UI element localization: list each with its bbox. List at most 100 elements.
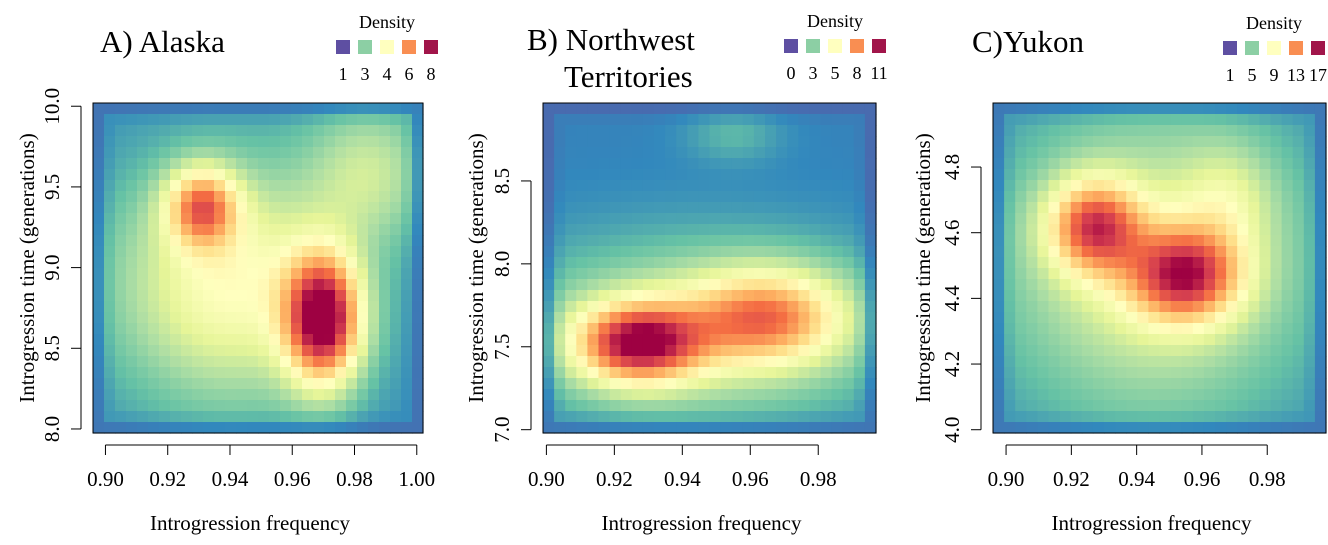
heatmap-cell [1226, 400, 1238, 412]
heatmap-cell [631, 125, 644, 137]
heatmap-cell [1059, 422, 1072, 434]
heatmap-cell [1314, 125, 1327, 137]
heatmap-cell [412, 213, 424, 225]
heatmap-cell [1303, 268, 1316, 280]
heatmap-cell [1104, 290, 1116, 302]
heatmap-cell [302, 301, 314, 313]
heatmap-cell [1292, 367, 1305, 379]
heatmap-cell [324, 114, 336, 126]
heatmap-cell [698, 268, 711, 280]
heatmap-cell [291, 378, 303, 390]
heatmap-cell [1159, 411, 1172, 423]
legend-label: 5 [1248, 65, 1257, 85]
heatmap-cell [742, 389, 755, 401]
heatmap-cell [346, 125, 358, 137]
heatmap-cell [401, 279, 413, 291]
heatmap-cell [258, 279, 270, 291]
heatmap-cell [1215, 169, 1227, 181]
heatmap-cell [565, 356, 577, 368]
heatmap-cell [620, 301, 633, 313]
heatmap-cell [698, 257, 711, 269]
heatmap-cell [1081, 213, 1094, 225]
heatmap-cell [247, 125, 259, 137]
heatmap-cell [698, 114, 711, 126]
heatmap-cell [1104, 378, 1116, 390]
heatmap-cell [1115, 279, 1127, 291]
heatmap-cell [765, 334, 777, 346]
heatmap-cell [765, 400, 777, 412]
heatmap-cell [1115, 367, 1127, 379]
heatmap-cell [1170, 367, 1183, 379]
x-tick-label: 0.98 [336, 467, 373, 491]
heatmap-cell [609, 169, 622, 181]
heatmap-cell [324, 356, 336, 368]
heatmap-cell [280, 246, 292, 258]
heatmap-cell [357, 180, 369, 192]
heatmap-cell [676, 125, 688, 137]
heatmap-cell [1159, 235, 1172, 247]
heatmap-cell [1170, 323, 1183, 335]
heatmap-cell [1292, 356, 1305, 368]
heatmap-cell [203, 389, 215, 401]
heatmap-cell [225, 213, 237, 225]
heatmap-cell [642, 367, 655, 379]
heatmap-cell [247, 367, 259, 379]
heatmap-cell [765, 147, 777, 159]
heatmap-cell [1303, 290, 1316, 302]
heatmap-cell [798, 389, 810, 401]
heatmap-cell [554, 224, 566, 236]
heatmap-cell [1215, 312, 1227, 324]
heatmap-cell [1192, 367, 1205, 379]
heatmap-cell [753, 191, 766, 203]
heatmap-cell [126, 125, 138, 137]
heatmap-cell [1181, 213, 1194, 225]
heatmap-cell [335, 279, 347, 291]
heatmap-cell [1181, 301, 1194, 313]
heatmap-cell [236, 147, 248, 159]
heatmap-cell [379, 191, 391, 203]
heatmap-cell [676, 235, 688, 247]
heatmap-cell [1303, 389, 1316, 401]
heatmap-cell [269, 345, 281, 357]
heatmap-cell [335, 422, 347, 434]
heatmap-cell [126, 191, 138, 203]
heatmap-cell [598, 125, 611, 137]
heatmap-cell [1237, 191, 1249, 203]
heatmap-cell [247, 356, 259, 368]
heatmap-cell [809, 191, 822, 203]
heatmap-cell [698, 235, 711, 247]
heatmap-cell [181, 180, 193, 192]
heatmap-cell [864, 125, 877, 137]
heatmap-cell [1192, 279, 1205, 291]
heatmap-cell [291, 268, 303, 280]
heatmap-cell [236, 334, 248, 346]
heatmap-cell [181, 301, 193, 313]
heatmap-cell [302, 290, 314, 302]
heatmap-cell [1170, 191, 1183, 203]
heatmap-cell [412, 180, 424, 192]
heatmap-cell [776, 345, 788, 357]
heatmap-cell [1037, 180, 1050, 192]
heatmap-cell [280, 158, 292, 170]
heatmap-cell [148, 279, 160, 291]
heatmap-cell [654, 158, 666, 170]
heatmap-cell [1137, 125, 1149, 137]
heatmap-cell [1203, 158, 1216, 170]
heatmap-cell [93, 147, 105, 159]
heatmap-cell [1203, 301, 1216, 313]
heatmap-cell [181, 345, 193, 357]
heatmap-cell [1015, 356, 1027, 368]
heatmap-cell [1059, 147, 1072, 159]
heatmap-cell [1314, 290, 1327, 302]
heatmap-cell [609, 345, 622, 357]
heatmap-cell [368, 169, 380, 181]
heatmap-cell [115, 279, 127, 291]
heatmap-cell [159, 312, 171, 324]
heatmap-cell [1092, 411, 1105, 423]
heatmap-cell [1059, 235, 1072, 247]
heatmap-cell [842, 323, 855, 335]
heatmap-cell [1281, 400, 1294, 412]
heatmap-cell [753, 114, 766, 126]
heatmap-cell [654, 268, 666, 280]
heatmap-cell [842, 312, 855, 324]
